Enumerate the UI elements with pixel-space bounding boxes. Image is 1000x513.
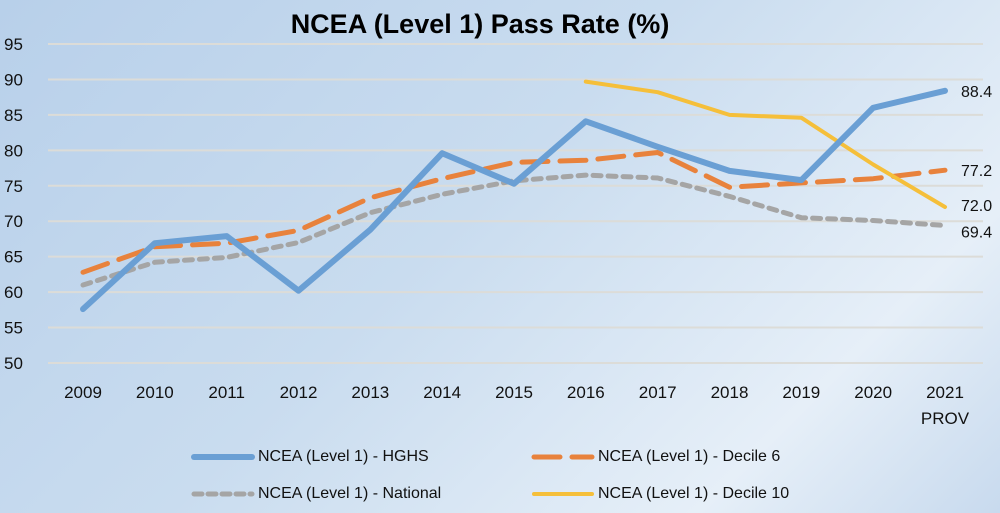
- legend-item-decile-10: NCEA (Level 1) - Decile 10: [530, 485, 789, 503]
- x-tick-label: 2010: [136, 383, 174, 402]
- legend-item-hghs: NCEA (Level 1) - HGHS: [190, 448, 429, 466]
- y-tick-label: 50: [4, 354, 23, 373]
- legend-label: NCEA (Level 1) - Decile 6: [598, 448, 781, 465]
- y-tick-label: 75: [4, 177, 23, 196]
- series-line-national: [80, 172, 948, 288]
- legend-label: NCEA (Level 1) - Decile 10: [598, 485, 790, 502]
- series-line-hghs: [80, 87, 948, 313]
- legend-item-decile-6: NCEA (Level 1) - Decile 6: [530, 448, 780, 466]
- legend-label: NCEA (Level 1) - HGHS: [258, 448, 429, 465]
- y-tick-label: 65: [4, 248, 23, 267]
- x-tick-label: 2013: [351, 383, 389, 402]
- legend-swatch-decile-10: [532, 492, 594, 496]
- legend-label: NCEA (Level 1) - National: [258, 485, 442, 502]
- x-tick-label: 2017: [639, 383, 677, 402]
- x-tick-label: 2015: [495, 383, 533, 402]
- x-tick-label: 2020: [854, 383, 892, 402]
- legend-swatch-national: [191, 491, 255, 497]
- y-tick-label: 55: [4, 319, 23, 338]
- legend-item-national: NCEA (Level 1) - National: [190, 485, 441, 503]
- y-tick-label: 80: [4, 141, 23, 160]
- legend: NCEA (Level 1) - HGHS NCEA (Level 1) - D…: [0, 440, 1000, 513]
- x-tick-label: 2014: [423, 383, 461, 402]
- x-tick-label: 2012: [280, 383, 318, 402]
- x-tick-label: 2021: [926, 383, 964, 402]
- x-tick-sublabel: PROV: [921, 409, 970, 428]
- x-tick-label: 2016: [567, 383, 605, 402]
- data-label-end: 88.4: [961, 84, 992, 101]
- x-tick-label: 2018: [711, 383, 749, 402]
- data-label-end: 72.0: [961, 198, 992, 215]
- series-line-decile-10: [583, 79, 947, 209]
- y-tick-label: 95: [4, 35, 23, 54]
- series-line-decile-6: [80, 150, 948, 275]
- y-tick-label: 70: [4, 212, 23, 231]
- y-tick-label: 60: [4, 283, 23, 302]
- x-tick-label: 2011: [208, 383, 245, 402]
- chart-title: NCEA (Level 1) Pass Rate (%): [291, 9, 670, 39]
- x-tick-label: 2009: [64, 383, 102, 402]
- legend-swatch-hghs: [191, 454, 255, 460]
- data-label-end: 77.2: [961, 163, 992, 180]
- y-tick-label: 90: [4, 70, 23, 89]
- data-label-end: 69.4: [961, 224, 992, 241]
- x-tick-label: 2019: [782, 383, 820, 402]
- legend-swatch-decile-6: [531, 454, 595, 460]
- y-tick-label: 85: [4, 106, 23, 125]
- line-chart: NCEA (Level 1) Pass Rate (%) 50 55 60 65 70 7…: [4, 9, 992, 428]
